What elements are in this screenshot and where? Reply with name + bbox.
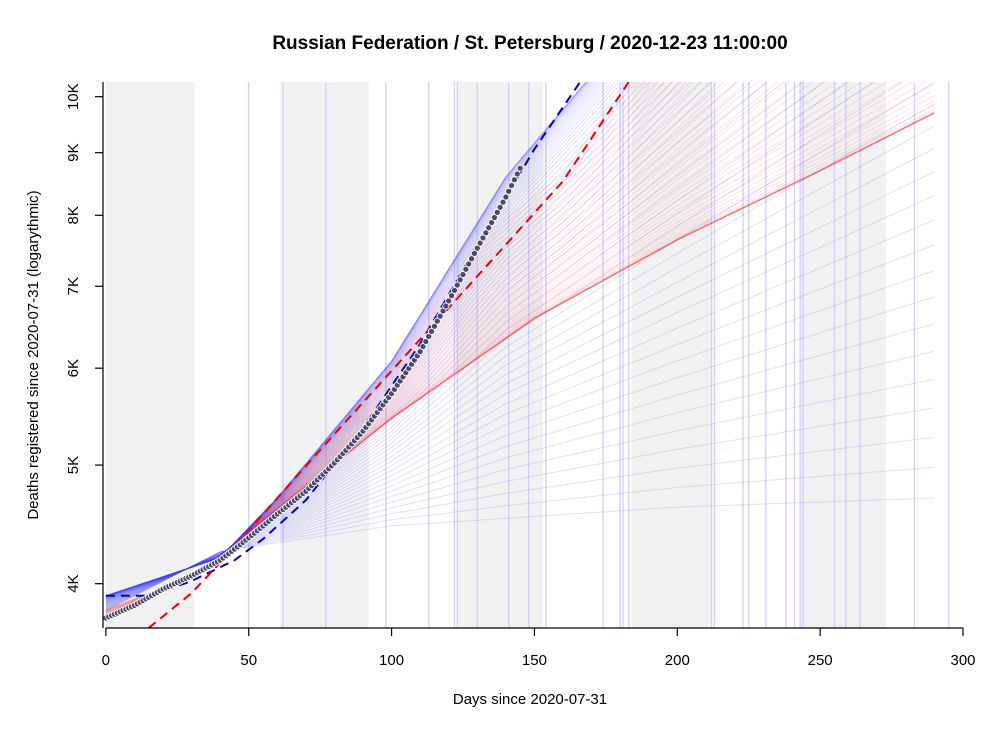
observed-point [462,265,470,273]
ensemble-red-line-31 [105,82,680,613]
x-tick-label: 100 [379,652,404,669]
ensemble-red-line-36 [105,82,647,612]
ensemble-blue-line-31 [105,82,702,600]
ensemble-blue-line-58 [105,466,935,611]
observed-point [456,276,464,284]
ensemble-red-line-32 [105,82,673,613]
ensemble-blue-line-22 [105,82,634,598]
observed-point [453,281,461,289]
x-tick-label: 300 [950,652,975,669]
y-tick-label: 9K [65,144,82,162]
x-tick-label: 0 [102,652,110,669]
observed-point [459,270,467,279]
ensemble-red-line-29 [105,82,695,614]
observed-point [470,249,478,257]
shaded-band-1 [280,82,369,628]
ensemble-red-line-26 [105,82,720,615]
shaded-bands [105,82,886,628]
x-tick-label: 200 [665,652,690,669]
ensemble-red-line-25 [105,82,729,615]
ensemble-blue-line-18 [105,82,616,598]
ensemble-blue-line-21 [105,82,629,598]
ensemble-blue-line-24 [105,82,645,599]
x-tick-label: 250 [808,652,833,669]
shaded-band-0 [105,82,195,628]
axes: 0 50 100 150 200 250 300 4K 5K 6K 7K 8K 9K 10K [65,82,976,669]
ensemble-red-line-19 [105,82,790,616]
observed-point [516,164,524,172]
ensemble-blue-line-56 [105,407,935,610]
ensemble-blue-line-27 [105,82,665,599]
observed-point [465,260,473,268]
ensemble-red-series [105,82,935,619]
fit-lower-dashed-line [148,82,630,628]
ensemble-blue-line-59 [105,497,935,612]
observed-point [510,176,518,184]
y-tick-label: 6K [65,359,82,377]
shaded-band-4 [800,82,886,628]
y-tick-label: 4K [65,575,82,593]
ensemble-red-line-28 [105,82,703,614]
shaded-band-3 [631,82,712,628]
ensemble-blue-line-19 [105,82,620,598]
ensemble-blue-line-15 [105,82,606,597]
ensemble-blue-line-30 [105,82,692,600]
ensemble-red-line-37 [105,82,641,611]
observed-point [468,255,476,263]
y-axis-label: Deaths registered since 2020-07-31 (loga… [25,190,42,519]
ensemble-blue-line-6 [105,82,589,597]
ensemble-blue-line-20 [105,82,624,598]
x-axis-label: Days since 2020-07-31 [453,691,607,708]
x-tick-label: 150 [522,652,547,669]
ensemble-red-line-22 [105,82,758,616]
x-tick-label: 50 [240,652,257,669]
observed-point [513,170,521,178]
ensemble-blue-line-3 [105,82,588,597]
y-tick-label: 5K [65,456,82,474]
ensemble-blue-line-17 [105,82,612,598]
observed-point [502,193,510,201]
ensemble-red-line-34 [105,82,659,612]
vertical-lines [248,82,950,628]
y-tick-label: 7K [65,277,82,295]
ensemble-blue-line-29 [105,82,682,600]
ensemble-blue-line-0 [105,82,587,597]
observed-points [103,164,524,622]
ensemble-blue-line-32 [105,82,713,601]
ensemble-blue-line-2 [105,82,587,597]
observed-point [505,187,513,195]
ensemble-blue-line-8 [105,82,592,597]
ensemble-red-line-20 [105,82,779,616]
ensemble-red-line-21 [105,82,769,616]
ensemble-blue-line-4 [105,82,588,597]
ensemble-red-line-33 [105,82,666,612]
y-tick-label: 10K [65,83,82,110]
ensemble-blue-line-5 [105,82,589,597]
observed-point [508,181,516,190]
chart-title: Russian Federation / St. Petersburg / 20… [272,33,787,54]
ensemble-blue-line-1 [105,82,587,597]
ensemble-red-line-23 [105,82,748,615]
ensemble-blue-line-26 [105,82,658,599]
ensemble-red-line-39 [105,82,630,610]
ensemble-blue-line-57 [105,436,935,611]
ensemble-red-line-24 [105,82,738,615]
observed-point [448,292,456,300]
ensemble-red-line-38 [105,82,635,611]
ensemble-red-lower-edge [105,112,935,619]
ensemble-red-line-30 [105,82,687,613]
ensemble-blue-line-16 [105,82,609,598]
y-tick-label: 8K [65,206,82,224]
ensemble-blue-line-23 [105,82,639,599]
ensemble-red-line-35 [105,82,653,612]
ensemble-red-line-27 [105,82,711,614]
ensemble-blue-line-7 [105,82,590,597]
ensemble-blue-line-33 [105,82,725,601]
observed-point [445,297,453,305]
ensemble-blue-line-25 [105,82,651,599]
observed-point [450,286,458,294]
